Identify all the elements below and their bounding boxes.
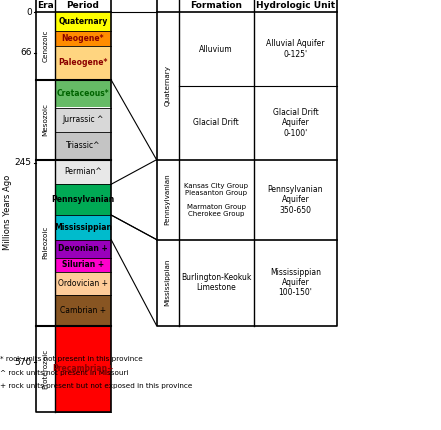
Text: Permian^: Permian^ (64, 168, 102, 176)
Text: Glacial Drift
Aquifer
0-100': Glacial Drift Aquifer 0-100' (273, 108, 318, 138)
Text: Devonian +: Devonian + (58, 244, 108, 253)
Bar (55, 132, 111, 160)
Text: Formation: Formation (190, 1, 242, 10)
Text: Quaternary: Quaternary (164, 65, 171, 107)
Text: Paleozoic: Paleozoic (42, 226, 49, 259)
Text: Pennsylvanian
Aquifer
350-650: Pennsylvanian Aquifer 350-650 (268, 185, 323, 215)
Text: Alluvium: Alluvium (199, 45, 233, 54)
Bar (55, 31, 111, 46)
Text: Kansas City Group
Pleasanton Group

Marmaton Group
Cherokee Group: Kansas City Group Pleasanton Group Marma… (184, 183, 248, 217)
Text: Mesozoic: Mesozoic (42, 103, 49, 136)
Bar (55, 271, 111, 295)
Text: Millions Years Ago: Millions Years Ago (4, 174, 12, 249)
Text: Hydrologic Unit: Hydrologic Unit (256, 1, 335, 10)
Text: Jurrassic ^: Jurrassic ^ (62, 115, 104, 124)
Text: ^ rock units not present in Missouri: ^ rock units not present in Missouri (0, 370, 128, 376)
Text: Triassic^: Triassic^ (66, 141, 100, 150)
Bar (55, 12, 111, 31)
Text: Silurian +: Silurian + (62, 260, 104, 269)
Text: 570: 570 (15, 358, 32, 367)
Text: Ordovician +: Ordovician + (58, 279, 108, 288)
Bar (55, 295, 111, 326)
Text: Cambrian +: Cambrian + (60, 306, 106, 315)
Bar (55, 240, 111, 258)
Text: Alluvial Aquifer
0-125': Alluvial Aquifer 0-125' (266, 40, 325, 59)
Text: Mississippian: Mississippian (54, 223, 112, 232)
Text: Cenozoic: Cenozoic (42, 30, 49, 62)
Text: Cretaceous*: Cretaceous* (56, 89, 109, 98)
Text: Glacial Drift: Glacial Drift (193, 118, 239, 127)
Text: Mississippian
Aquifer
100-150': Mississippian Aquifer 100-150' (270, 267, 321, 298)
Text: Burlington-Keokuk
Limestone: Burlington-Keokuk Limestone (181, 273, 251, 292)
Text: 245: 245 (15, 158, 32, 167)
Text: Neogene*: Neogene* (62, 34, 104, 43)
Text: Period: Period (67, 1, 99, 10)
Bar (55, 326, 111, 412)
Text: 66: 66 (20, 48, 32, 57)
Text: Paleogene*: Paleogene* (58, 58, 108, 68)
Bar (55, 184, 111, 215)
Text: Quaternary: Quaternary (58, 17, 108, 26)
Text: * rock units not present in this province: * rock units not present in this provinc… (0, 356, 143, 362)
Text: Pennsylvanian: Pennsylvanian (51, 195, 115, 204)
Text: Era: Era (37, 1, 54, 10)
Bar (55, 46, 111, 80)
Text: Pennsylvanian: Pennsylvanian (164, 174, 171, 225)
Bar (55, 108, 111, 132)
Text: Mississippian: Mississippian (164, 259, 171, 306)
Text: Precambrian+: Precambrian+ (52, 364, 114, 373)
Bar (55, 215, 111, 240)
Bar (55, 160, 111, 184)
Text: 0: 0 (26, 8, 32, 17)
Bar (55, 258, 111, 271)
Text: Proterozoic: Proterozoic (42, 348, 49, 389)
Text: + rock units present but not exposed in this province: + rock units present but not exposed in … (0, 383, 192, 389)
Bar (55, 80, 111, 108)
